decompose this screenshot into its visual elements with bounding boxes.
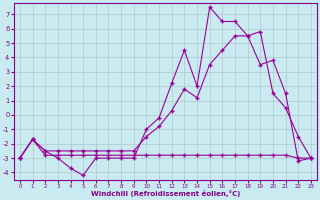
X-axis label: Windchill (Refroidissement éolien,°C): Windchill (Refroidissement éolien,°C) [91, 190, 240, 197]
